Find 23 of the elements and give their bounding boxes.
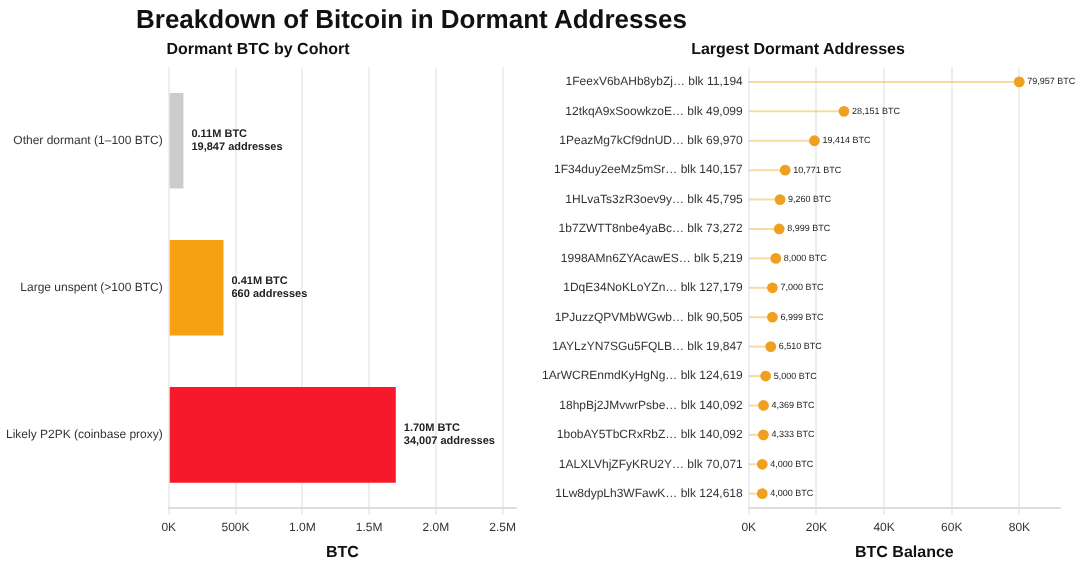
- point: [767, 311, 778, 323]
- point: [767, 282, 778, 294]
- point: [765, 341, 777, 353]
- point: [838, 105, 850, 117]
- bar: [169, 387, 396, 483]
- point: [756, 458, 768, 470]
- bar: [169, 240, 224, 336]
- point: [779, 164, 791, 176]
- point: [770, 252, 782, 264]
- point: [758, 429, 769, 441]
- x-axis-title: BTC Balance: [855, 542, 955, 561]
- point: [773, 223, 785, 235]
- chart-subtitle: Dormant BTC by Cohort: [166, 40, 351, 59]
- point: [809, 135, 820, 147]
- bar: [169, 92, 184, 189]
- x-axis-title: BTC: [325, 542, 360, 561]
- point: [758, 400, 769, 411]
- point: [760, 370, 772, 382]
- point: [1013, 76, 1025, 88]
- point: [756, 488, 768, 500]
- point: [774, 194, 786, 205]
- chart-title: Largest Dormant Addresses: [691, 40, 906, 59]
- chart-title: Breakdown of Bitcoin in Dormant Addresses: [136, 4, 687, 34]
